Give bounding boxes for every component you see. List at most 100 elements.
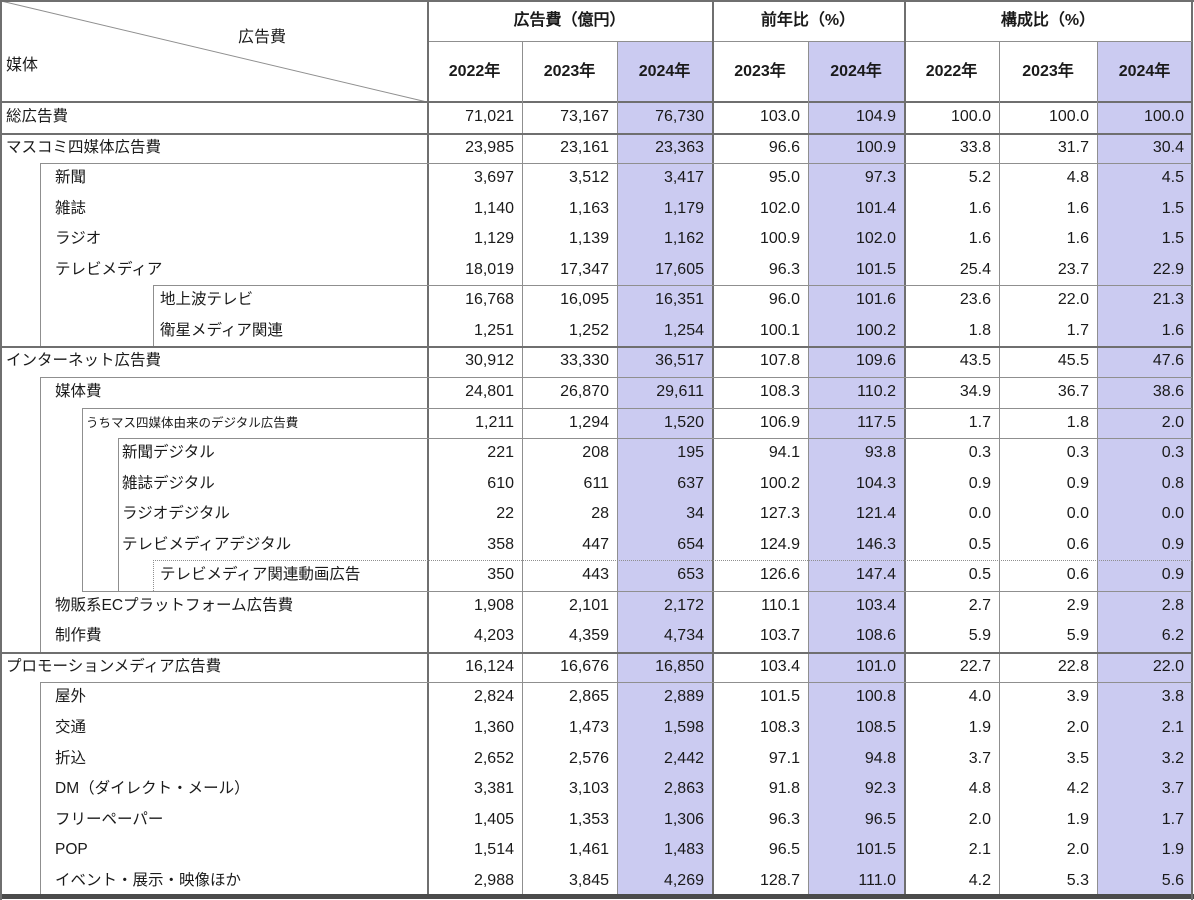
cell-value: 92.3 [864,780,896,798]
cell-value: 100.2 [759,474,800,492]
cell-value: 45.5 [1057,352,1089,370]
cell-value: 6.2 [1161,627,1184,645]
cell-value: 34 [686,505,704,523]
cell-value: 637 [677,474,704,492]
row-label: フリーペーパー [55,810,164,828]
cell-value: 146.3 [855,535,896,553]
cell-value: 124.9 [759,535,800,553]
row-label: 物販系ECプラットフォーム広告費 [55,596,294,614]
cell-value: 3.7 [1161,780,1184,798]
row-label: マスコミ四媒体広告費 [6,138,162,156]
cell-value: 101.5 [855,841,896,859]
cell-value: 0.0 [968,505,991,523]
cell-value: 94.8 [864,749,896,767]
cell-value: 111.0 [858,871,896,889]
cell-value: 1.6 [1161,321,1184,339]
row-label: テレビメディア [55,260,163,278]
cell-value: 1,294 [568,413,609,431]
cell-value: 21.3 [1152,291,1184,309]
cell-value: 3,381 [473,780,514,798]
cell-value: 0.0 [1066,505,1089,523]
row-label: 制作費 [55,627,102,645]
cell-value: 4,203 [473,627,514,645]
year-column-header: 2024年 [638,63,691,80]
cell-value: 1.6 [968,230,991,248]
cell-value: 103.4 [855,596,896,614]
cell-value: 1.8 [968,321,991,339]
row-label: テレビメディアデジタル [122,535,292,553]
cell-value: 16,124 [465,657,514,675]
cell-value: 1.5 [1161,199,1184,217]
cell-value: 126.6 [759,566,800,584]
cell-value: 1,461 [568,841,609,859]
grid-hline [0,346,1192,349]
cell-value: 1,353 [568,810,609,828]
cell-value: 100.1 [759,321,800,339]
cell-value: 73,167 [560,108,609,125]
cell-value: 2,988 [473,871,514,889]
cell-value: 358 [487,535,514,553]
cell-value: 17,347 [560,260,609,278]
cell-value: 4.2 [968,871,991,889]
cell-value: 109.6 [855,352,896,370]
cell-value: 97.3 [864,169,896,187]
cell-value: 1,360 [473,719,514,736]
column-group-header: 前年比（%） [760,12,856,29]
cell-value: 2,652 [473,749,514,767]
cell-value: 23,161 [560,138,609,156]
cell-value: 0.5 [968,566,991,584]
cell-value: 100.2 [855,321,896,339]
cell-value: 4.8 [1066,169,1089,187]
cell-value: 2.0 [968,810,991,828]
column-group-header: 広告費（億円） [513,12,626,29]
cell-value: 3,697 [473,169,514,187]
grid-hline [0,0,1194,2]
cell-value: 1,179 [663,199,704,217]
cell-value: 2.9 [1066,596,1089,614]
cell-value: 107.8 [759,352,800,370]
cell-value: 5.9 [968,627,991,645]
cell-value: 2,824 [473,688,514,706]
cell-value: 24,801 [465,382,514,400]
grid-vline [522,41,523,894]
cell-value: 4,734 [663,627,704,645]
cell-value: 2,101 [568,596,609,614]
cell-value: 121.4 [855,505,896,523]
cell-value: 91.8 [768,780,800,798]
row-label: 新聞デジタル [122,444,215,462]
cell-value: 22 [496,505,514,523]
cell-value: 22.8 [1057,657,1089,675]
cell-value: 1.6 [1066,199,1089,217]
cell-value: 0.8 [1161,474,1184,492]
cell-value: 23.7 [1057,260,1089,278]
year-column-header: 2024年 [830,63,882,80]
cell-value: 0.5 [968,535,991,553]
cell-value: 1,483 [663,841,704,859]
row-label: ラジオ [55,230,102,248]
cell-value: 0.9 [1161,566,1184,584]
grid-hline [118,438,1192,440]
grid-vline [808,41,809,894]
cell-value: 33,330 [560,352,609,370]
grid-hline [0,651,1192,654]
cell-value: 2.0 [1066,719,1089,736]
cell-value: 100.9 [759,230,800,248]
cell-value: 611 [583,474,609,492]
cell-value: 195 [677,444,704,462]
grid-vline [40,376,41,652]
grid-hline [427,41,1192,42]
cell-value: 1.8 [1066,413,1089,431]
year-column-header: 2022年 [448,63,501,80]
cell-value: 4.2 [1066,780,1089,798]
row-label: 折込 [55,749,87,767]
grid-vline [153,285,154,347]
year-column-header: 2023年 [543,63,596,80]
cell-value: 18,019 [465,260,514,278]
cell-value: 3,103 [568,780,609,798]
corner-label-cost: 広告費 [238,29,287,46]
cell-value: 443 [582,566,609,584]
cell-value: 110.2 [857,382,896,400]
cell-value: 16,768 [465,291,514,309]
cell-value: 47.6 [1152,352,1184,370]
